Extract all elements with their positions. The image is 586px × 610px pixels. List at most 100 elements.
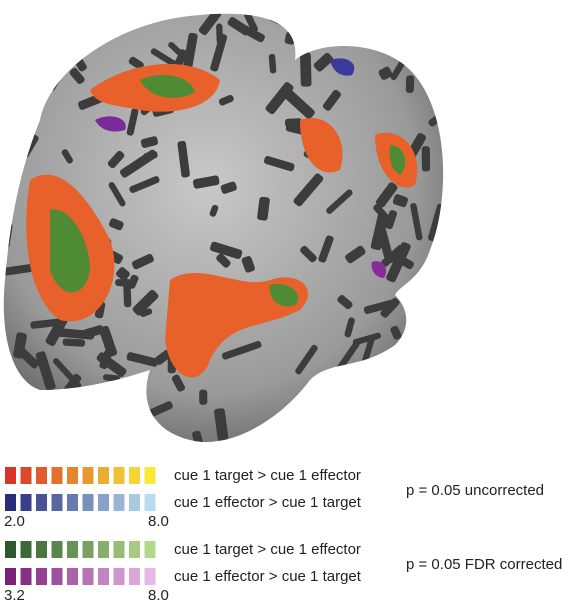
color-swatch <box>20 494 32 511</box>
color-swatch <box>98 568 109 585</box>
sulcus <box>421 146 431 172</box>
sulcus <box>382 13 420 18</box>
sulcus <box>128 56 144 70</box>
color-swatch <box>36 467 47 484</box>
sulcus <box>96 352 127 378</box>
sulcus <box>370 213 389 251</box>
threshold-label: p = 0.05 uncorrected <box>406 482 544 499</box>
color-swatch <box>82 568 94 585</box>
sulcus <box>198 13 222 36</box>
color-swatch <box>144 541 156 558</box>
sulcus <box>154 349 172 365</box>
color-swatch <box>51 541 63 558</box>
sulcus <box>275 419 289 436</box>
sulcus <box>61 149 73 164</box>
scale-max: 8.0 <box>148 513 169 530</box>
color-swatch <box>36 541 47 558</box>
sulcus <box>336 341 360 372</box>
sulcus <box>375 182 398 208</box>
color-swatch <box>144 568 156 585</box>
sulcus <box>293 173 324 207</box>
sulcus <box>444 6 459 21</box>
sulcus <box>399 256 414 270</box>
activation-blue <box>330 58 355 76</box>
color-swatch <box>98 494 109 511</box>
activation-green <box>50 209 90 293</box>
sulcus <box>14 114 26 143</box>
color-swatch <box>67 494 78 511</box>
sulcus <box>352 332 382 346</box>
sulcus <box>241 256 255 273</box>
color-swatch <box>51 494 63 511</box>
sulcus <box>291 13 304 16</box>
sulcus <box>216 253 231 268</box>
sulcus <box>210 33 228 72</box>
sulcus <box>214 408 229 441</box>
color-swatch <box>98 467 109 484</box>
sulcus <box>119 433 143 442</box>
sulcus <box>171 374 186 392</box>
sulcus <box>55 13 92 18</box>
legend: cue 1 target > cue 1 effector cue 1 effec… <box>4 467 562 604</box>
activation-purple <box>371 261 387 278</box>
sulcus <box>129 176 160 194</box>
sulcus <box>177 140 190 178</box>
sulcus <box>38 16 80 27</box>
sulcus <box>264 156 295 172</box>
sulcus <box>33 31 47 48</box>
sulcus <box>216 23 223 44</box>
color-swatch <box>20 467 32 484</box>
sulcus <box>199 389 208 405</box>
sulcus <box>293 414 310 430</box>
sulcus <box>210 241 243 260</box>
brain-surface <box>3 6 459 462</box>
color-swatch <box>113 541 125 558</box>
color-swatch <box>51 568 63 585</box>
scale-max: 8.0 <box>148 587 169 604</box>
sulcus <box>139 308 153 317</box>
color-swatch <box>144 467 156 484</box>
sulcus <box>20 17 40 41</box>
legend-label: cue 1 target > cue 1 effector <box>174 541 361 558</box>
activation-orange <box>165 272 309 378</box>
sulcus <box>221 341 262 360</box>
sulcus <box>346 446 356 462</box>
sulcus <box>386 242 411 283</box>
sulcus <box>108 218 124 231</box>
color-swatch <box>5 568 16 585</box>
sulcus <box>193 175 220 189</box>
sulcus <box>14 54 39 69</box>
sulcus <box>3 162 9 192</box>
sulcus <box>3 263 35 277</box>
sulcus <box>129 428 164 442</box>
activation-orange <box>300 118 343 173</box>
color-swatch <box>51 467 63 484</box>
color-swatch <box>67 467 78 484</box>
sulcus <box>3 58 7 81</box>
sulcus <box>182 32 198 75</box>
sulcus <box>403 411 435 442</box>
sulcus <box>244 13 258 33</box>
color-swatch <box>82 467 94 484</box>
sulcus <box>192 430 204 442</box>
sulcus <box>279 85 315 119</box>
sulcus <box>119 149 158 178</box>
sulcus <box>378 66 393 80</box>
activation-green <box>389 145 406 175</box>
sulcus <box>313 433 334 442</box>
color-swatch <box>82 541 94 558</box>
sulcus <box>345 245 366 264</box>
sulcus <box>390 325 402 340</box>
sulcus <box>425 13 440 15</box>
legend-label: cue 1 effector > cue 1 target <box>174 494 362 511</box>
sulcus <box>316 13 336 20</box>
sulcus <box>103 374 121 382</box>
sulcus <box>392 194 408 208</box>
threshold-label: p = 0.05 FDR corrected <box>406 556 562 573</box>
sulcus <box>140 136 159 148</box>
legend-label: cue 1 effector > cue 1 target <box>174 568 362 585</box>
sulcus <box>337 294 353 310</box>
sulcus <box>430 360 444 391</box>
sulcus <box>132 289 159 316</box>
